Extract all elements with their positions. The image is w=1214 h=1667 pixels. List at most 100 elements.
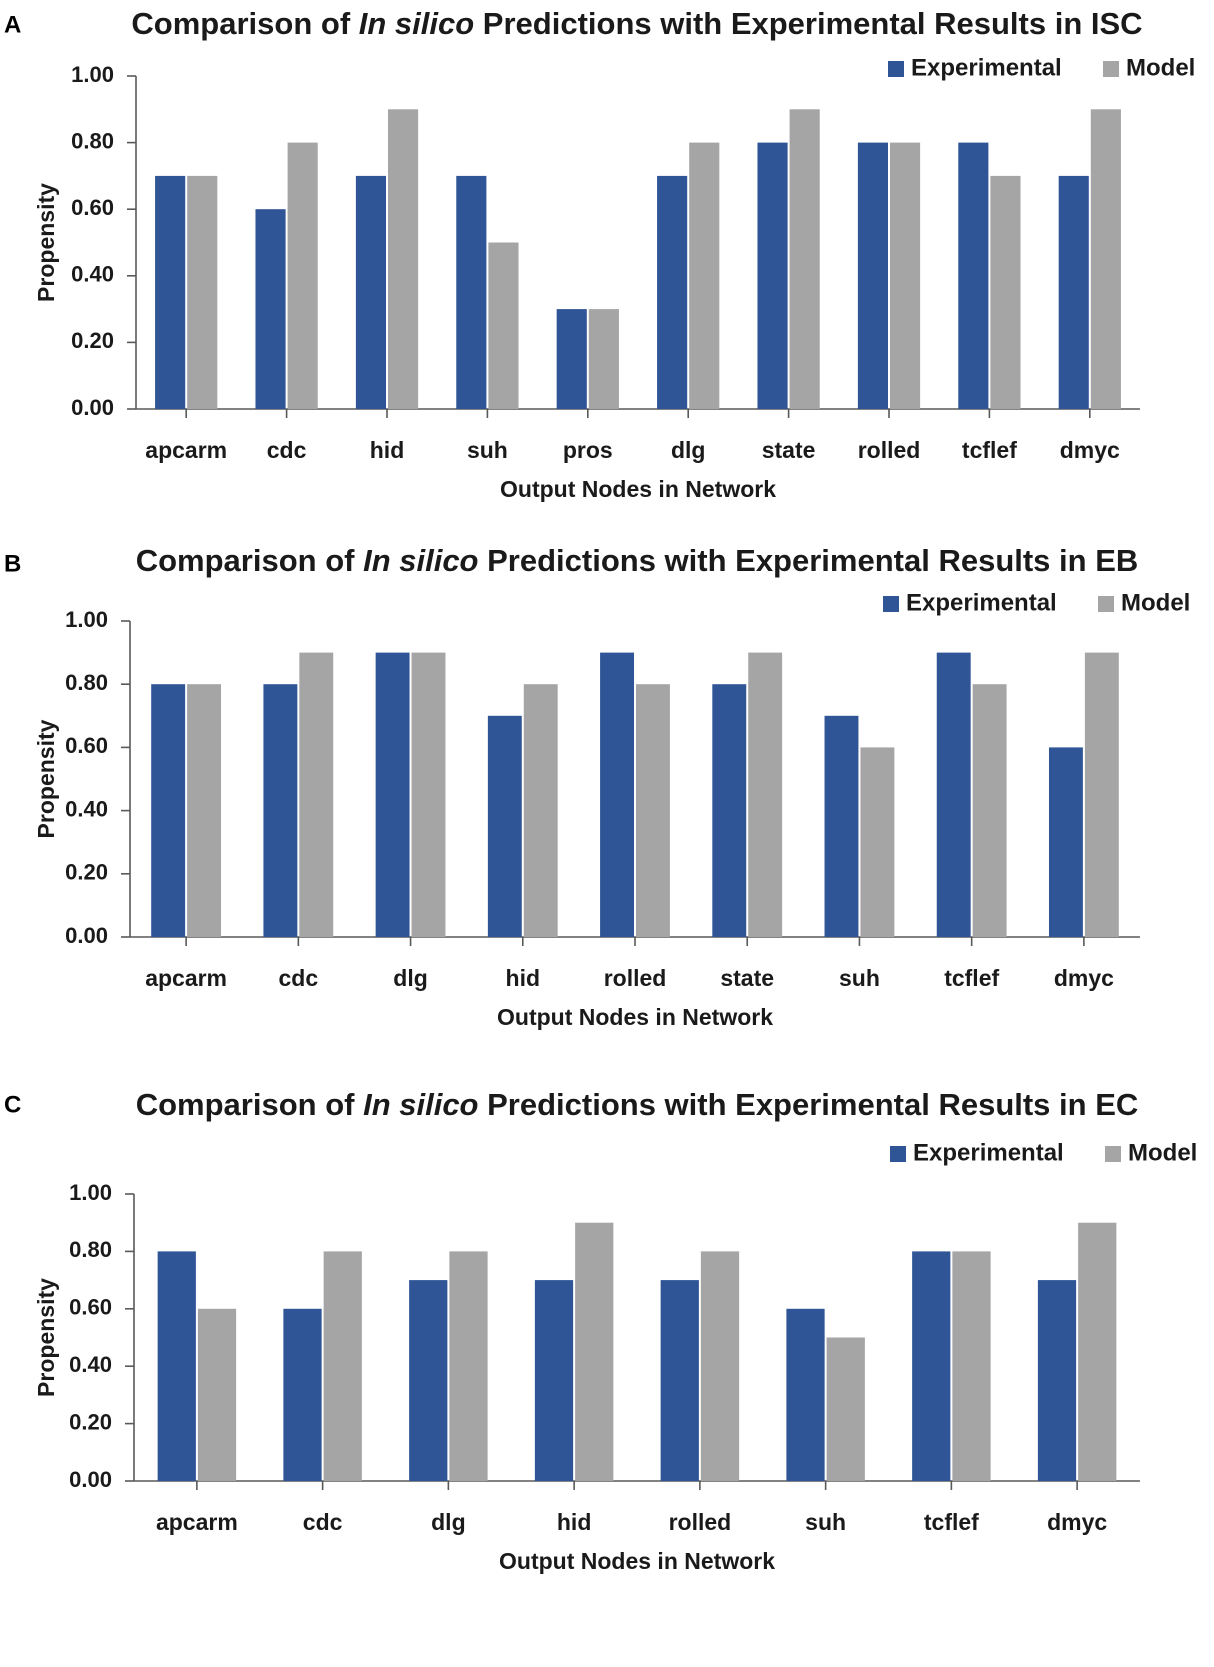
legend-swatch-model	[1105, 1146, 1121, 1162]
bar-experimental-apcarm	[157, 1251, 196, 1481]
chart-title-part: Predictions with Experimental Results in…	[479, 543, 1139, 578]
bar-experimental-hid	[487, 715, 522, 937]
bar-experimental-dmyc	[1048, 747, 1083, 937]
bar-experimental-suh	[786, 1308, 825, 1481]
bar-experimental-dlg	[657, 175, 688, 409]
bar-model-dmyc	[1084, 652, 1119, 937]
x-axis-title: Output Nodes in Network	[500, 476, 776, 502]
y-tick-label: 0.40	[65, 796, 108, 821]
legend: Experimental Model	[883, 589, 1190, 616]
x-axis-title: Output Nodes in Network	[499, 1548, 775, 1574]
category-label: tcflef	[924, 1509, 979, 1535]
y-tick-label: 1.00	[69, 1180, 112, 1205]
bar-experimental-dlg	[409, 1280, 448, 1481]
legend-label-experimental: Experimental	[906, 589, 1057, 616]
chart-panel-c: C Comparison of In silico Predictions wit…	[4, 1087, 1197, 1574]
y-tick-label: 0.60	[71, 195, 114, 220]
category-label: hid	[506, 965, 541, 991]
category-label: apcarm	[145, 437, 227, 463]
bar-experimental-state	[712, 684, 747, 937]
bar-model-tcflef	[990, 175, 1021, 409]
chart-title-part: Predictions with Experimental Results in…	[474, 6, 1142, 41]
bar-model-hid	[523, 684, 558, 937]
bar-model-apcarm	[187, 175, 218, 409]
bar-model-suh	[860, 747, 895, 937]
chart-title: Comparison of In silico Predictions with…	[131, 6, 1142, 41]
legend-swatch-model	[1098, 596, 1114, 612]
legend-label-model: Model	[1126, 54, 1195, 81]
category-label: pros	[563, 437, 613, 463]
category-label: rolled	[669, 1509, 732, 1535]
y-tick-label: 0.40	[71, 262, 114, 287]
bar-model-pros	[588, 309, 619, 409]
bar-experimental-suh	[456, 175, 487, 409]
y-tick-label: 0.20	[69, 1409, 112, 1434]
bar-experimental-pros	[556, 309, 587, 409]
bar-experimental-apcarm	[155, 175, 186, 409]
bar-model-hid	[575, 1222, 614, 1481]
bar-experimental-rolled	[660, 1280, 699, 1481]
category-label: suh	[805, 1509, 846, 1535]
bar-experimental-suh	[824, 715, 859, 937]
bar-model-cdc	[299, 652, 334, 937]
category-label: dlg	[431, 1509, 466, 1535]
y-tick-label: 0.20	[65, 860, 108, 885]
bar-model-dmyc	[1078, 1222, 1117, 1481]
bar-experimental-cdc	[263, 684, 298, 937]
bar-model-tcflef	[972, 684, 1007, 937]
bar-model-state	[789, 109, 820, 410]
category-label: suh	[839, 965, 880, 991]
legend-label-experimental: Experimental	[913, 1139, 1064, 1166]
bar-model-rolled	[636, 684, 670, 937]
y-tick-label: 0.60	[69, 1295, 112, 1320]
category-label: state	[720, 965, 774, 991]
bar-experimental-apcarm	[151, 684, 186, 937]
category-label: cdc	[267, 437, 307, 463]
y-tick-label: 0.40	[69, 1352, 112, 1377]
category-label: cdc	[279, 965, 319, 991]
bar-model-state	[748, 652, 783, 937]
category-label: dmyc	[1060, 437, 1120, 463]
bar-model-dmyc	[1090, 109, 1121, 410]
bar-experimental-rolled	[600, 652, 634, 937]
y-tick-label: 1.00	[65, 607, 108, 632]
y-tick-label: 1.00	[71, 62, 114, 87]
bar-experimental-hid	[355, 175, 386, 409]
y-axis-title: Propensity	[33, 183, 59, 302]
legend-swatch-experimental	[890, 1146, 906, 1162]
y-tick-label: 0.60	[65, 733, 108, 758]
bar-model-dlg	[449, 1251, 488, 1481]
bar-model-rolled	[700, 1251, 740, 1481]
y-tick-label: 0.00	[71, 395, 114, 420]
category-label: dmyc	[1054, 965, 1114, 991]
y-tick-label: 0.20	[71, 328, 114, 353]
category-label: dlg	[393, 965, 428, 991]
y-tick-label: 0.80	[71, 128, 114, 153]
legend-swatch-model	[1103, 61, 1119, 77]
category-label: suh	[467, 437, 508, 463]
bar-experimental-cdc	[255, 209, 286, 409]
legend-label-model: Model	[1128, 1139, 1197, 1166]
category-label: apcarm	[156, 1509, 238, 1535]
bar-experimental-cdc	[283, 1308, 322, 1481]
legend: Experimental Model	[890, 1139, 1197, 1166]
legend-label-experimental: Experimental	[911, 54, 1062, 81]
bar-model-rolled	[890, 142, 921, 409]
chart-panel-b: B Comparison of In silico Predictions wit…	[4, 543, 1190, 1030]
chart-title: Comparison of In silico Predictions with…	[136, 1087, 1139, 1122]
legend-swatch-experimental	[883, 596, 899, 612]
panel-label: B	[4, 550, 21, 577]
category-label: hid	[370, 437, 405, 463]
chart-title-part: Comparison of	[136, 543, 363, 578]
category-label: cdc	[303, 1509, 343, 1535]
chart-panel-a: A Comparison of In silico Predictions wit…	[4, 6, 1195, 502]
bar-experimental-state	[757, 142, 788, 409]
bar-experimental-tcflef	[936, 652, 971, 937]
category-label: rolled	[604, 965, 667, 991]
category-label: dmyc	[1047, 1509, 1107, 1535]
bar-experimental-rolled	[857, 142, 888, 409]
bar-experimental-tcflef	[958, 142, 989, 409]
bar-model-apcarm	[197, 1308, 237, 1481]
bar-model-tcflef	[952, 1251, 991, 1481]
